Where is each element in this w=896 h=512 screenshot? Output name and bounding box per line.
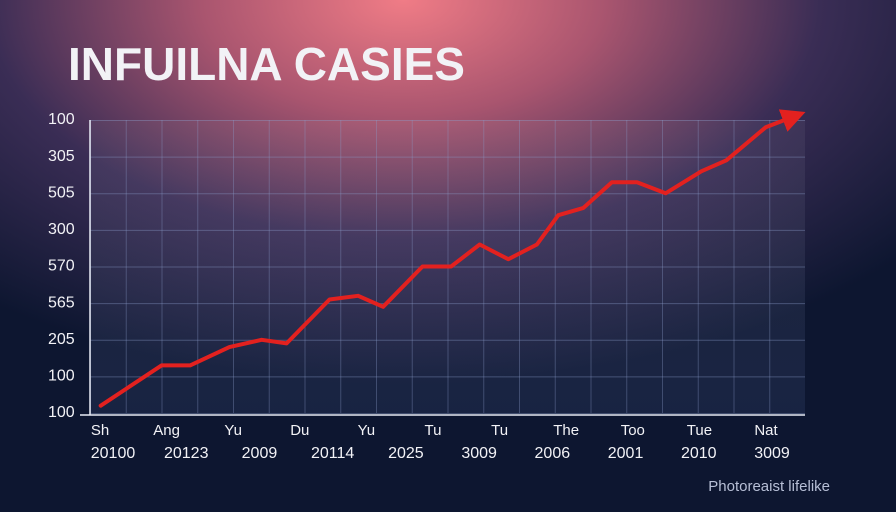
x-tick-label: Yu (358, 422, 376, 439)
y-tick-label: 565 (48, 294, 75, 311)
x-tick-label: Sh (91, 422, 109, 439)
y-tick-label: 100 (48, 404, 75, 421)
x-tick-sublabel: 2006 (535, 445, 571, 462)
x-tick-label: Du (290, 422, 309, 439)
x-tick-sublabel: 2001 (608, 445, 644, 462)
x-tick-label: Too (621, 422, 645, 439)
x-tick-sublabel: 2025 (388, 445, 424, 462)
x-tick-sublabel: 2009 (242, 445, 278, 462)
x-tick-sublabel: 3009 (461, 445, 497, 462)
x-tick-label: Tu (491, 422, 508, 439)
chart-title: INFUILNA CASIES (68, 38, 465, 90)
x-tick-sublabel: 20100 (91, 445, 136, 462)
x-tick-label: Nat (754, 422, 778, 439)
x-tick-label: Ang (153, 422, 180, 439)
x-tick-label: Tu (425, 422, 442, 439)
x-tick-label: The (553, 422, 579, 439)
data-line (98, 109, 806, 408)
x-tick-sublabel: 3009 (754, 445, 790, 462)
x-tick-label: Yu (224, 422, 242, 439)
y-tick-label: 100 (48, 111, 75, 128)
y-tick-label: 505 (48, 184, 75, 201)
x-tick-sublabel: 20114 (311, 445, 354, 462)
y-tick-label: 205 (48, 331, 75, 348)
x-tick-label: Tue (687, 422, 712, 439)
watermark: Photoreaist lifelike (708, 478, 830, 495)
y-tick-label: 305 (48, 148, 75, 165)
y-tick-label: 300 (48, 221, 75, 238)
x-tick-sublabel: 20123 (164, 445, 209, 462)
y-tick-label: 100 (48, 368, 75, 385)
y-tick-label: 570 (48, 258, 75, 275)
x-tick-sublabel: 2010 (681, 445, 717, 462)
